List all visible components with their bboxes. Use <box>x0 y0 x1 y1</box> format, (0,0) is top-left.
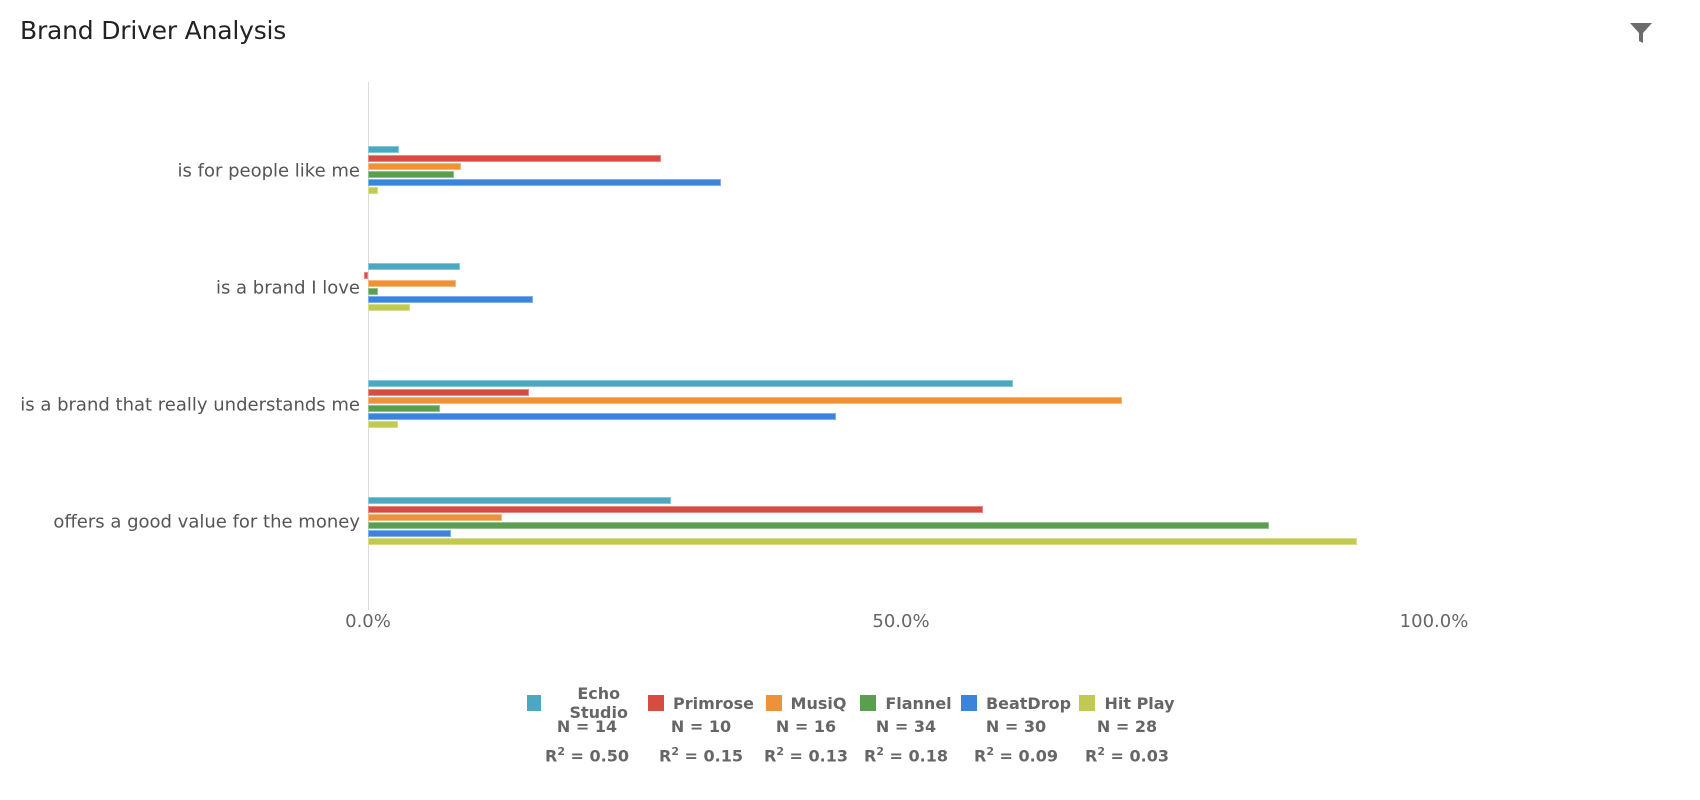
legend-series-name: Primrose <box>672 693 755 713</box>
bar[interactable] <box>368 388 529 396</box>
bar[interactable] <box>368 530 452 538</box>
bar[interactable] <box>368 304 410 312</box>
bar[interactable] <box>368 538 1358 546</box>
legend-sample-size: N = 16 <box>775 717 837 736</box>
legend-r-squared: R2 = 0.09 <box>973 745 1058 766</box>
bar[interactable] <box>368 179 721 187</box>
filter-funnel-icon <box>1630 23 1652 43</box>
legend-swatch-icon <box>960 695 977 711</box>
filter-button[interactable] <box>1628 20 1654 46</box>
chart-title: Brand Driver Analysis <box>20 16 287 45</box>
legend-swatch-icon <box>647 695 664 711</box>
legend-swatch-icon <box>527 695 542 711</box>
legend-series-name: BeatDrop <box>985 693 1072 713</box>
bar[interactable] <box>368 296 534 304</box>
bar[interactable] <box>368 171 455 178</box>
bar[interactable] <box>368 505 984 513</box>
legend-r-squared: R2 = 0.13 <box>763 745 848 766</box>
bar[interactable] <box>368 421 398 429</box>
legend-swatch-icon <box>765 695 782 711</box>
bar[interactable] <box>368 497 671 505</box>
bar[interactable] <box>368 513 503 521</box>
category-label: is a brand that really understands me <box>20 394 360 416</box>
x-axis-tick-label: 100.0% <box>1399 611 1469 632</box>
legend-swatch-icon <box>860 695 877 711</box>
legend-item[interactable]: BeatDrop N = 30 R2 = 0.09 <box>956 692 1076 766</box>
bar[interactable] <box>368 162 461 170</box>
category-label: offers a good value for the money <box>53 511 360 533</box>
bar[interactable] <box>368 263 460 271</box>
y-axis-line <box>368 82 369 610</box>
legend-sample-size: N = 30 <box>985 717 1047 736</box>
legend-item[interactable]: Hit Play N = 28 R2 = 0.03 <box>1067 692 1187 766</box>
legend-series-name: MusiQ <box>790 693 847 713</box>
bar[interactable] <box>364 271 368 279</box>
bar[interactable] <box>368 279 457 287</box>
category-label: is a brand I love <box>215 277 360 299</box>
legend-item[interactable]: Primrose N = 10 R2 = 0.15 <box>641 692 761 766</box>
bar[interactable] <box>368 413 836 421</box>
legend-sample-size: N = 10 <box>670 717 732 736</box>
bar[interactable] <box>368 146 399 154</box>
legend-sample-size: N = 28 <box>1096 717 1158 736</box>
legend-r-squared: R2 = 0.03 <box>1084 745 1169 766</box>
bar[interactable] <box>368 187 378 195</box>
legend-r-squared: R2 = 0.50 <box>544 745 629 766</box>
category-label: is for people like me <box>177 160 361 182</box>
bar[interactable] <box>368 522 1269 529</box>
legend-sample-size: N = 34 <box>875 717 937 736</box>
legend-item[interactable]: MusiQ N = 16 R2 = 0.13 <box>746 692 866 766</box>
legend-item[interactable]: Echo Studio N = 14 R2 = 0.50 <box>527 684 647 766</box>
legend-swatch-icon <box>1079 695 1096 711</box>
legend-item[interactable]: Flannel N = 34 R2 = 0.18 <box>846 692 966 766</box>
bar[interactable] <box>368 154 662 162</box>
legend-series-name: Hit Play <box>1104 693 1175 713</box>
legend-series-name: Echo Studio <box>569 684 628 722</box>
bar[interactable] <box>368 380 1013 388</box>
legend-r-squared: R2 = 0.18 <box>863 745 948 766</box>
legend-series-name: Flannel <box>885 693 952 713</box>
bar[interactable] <box>368 405 441 412</box>
x-axis-tick-label: 50.0% <box>872 611 930 632</box>
bar[interactable] <box>368 288 378 295</box>
x-axis-tick-label: 0.0% <box>345 611 391 632</box>
bar[interactable] <box>368 396 1122 404</box>
legend-sample-size: N = 14 <box>556 717 618 736</box>
legend-r-squared: R2 = 0.15 <box>658 745 743 766</box>
